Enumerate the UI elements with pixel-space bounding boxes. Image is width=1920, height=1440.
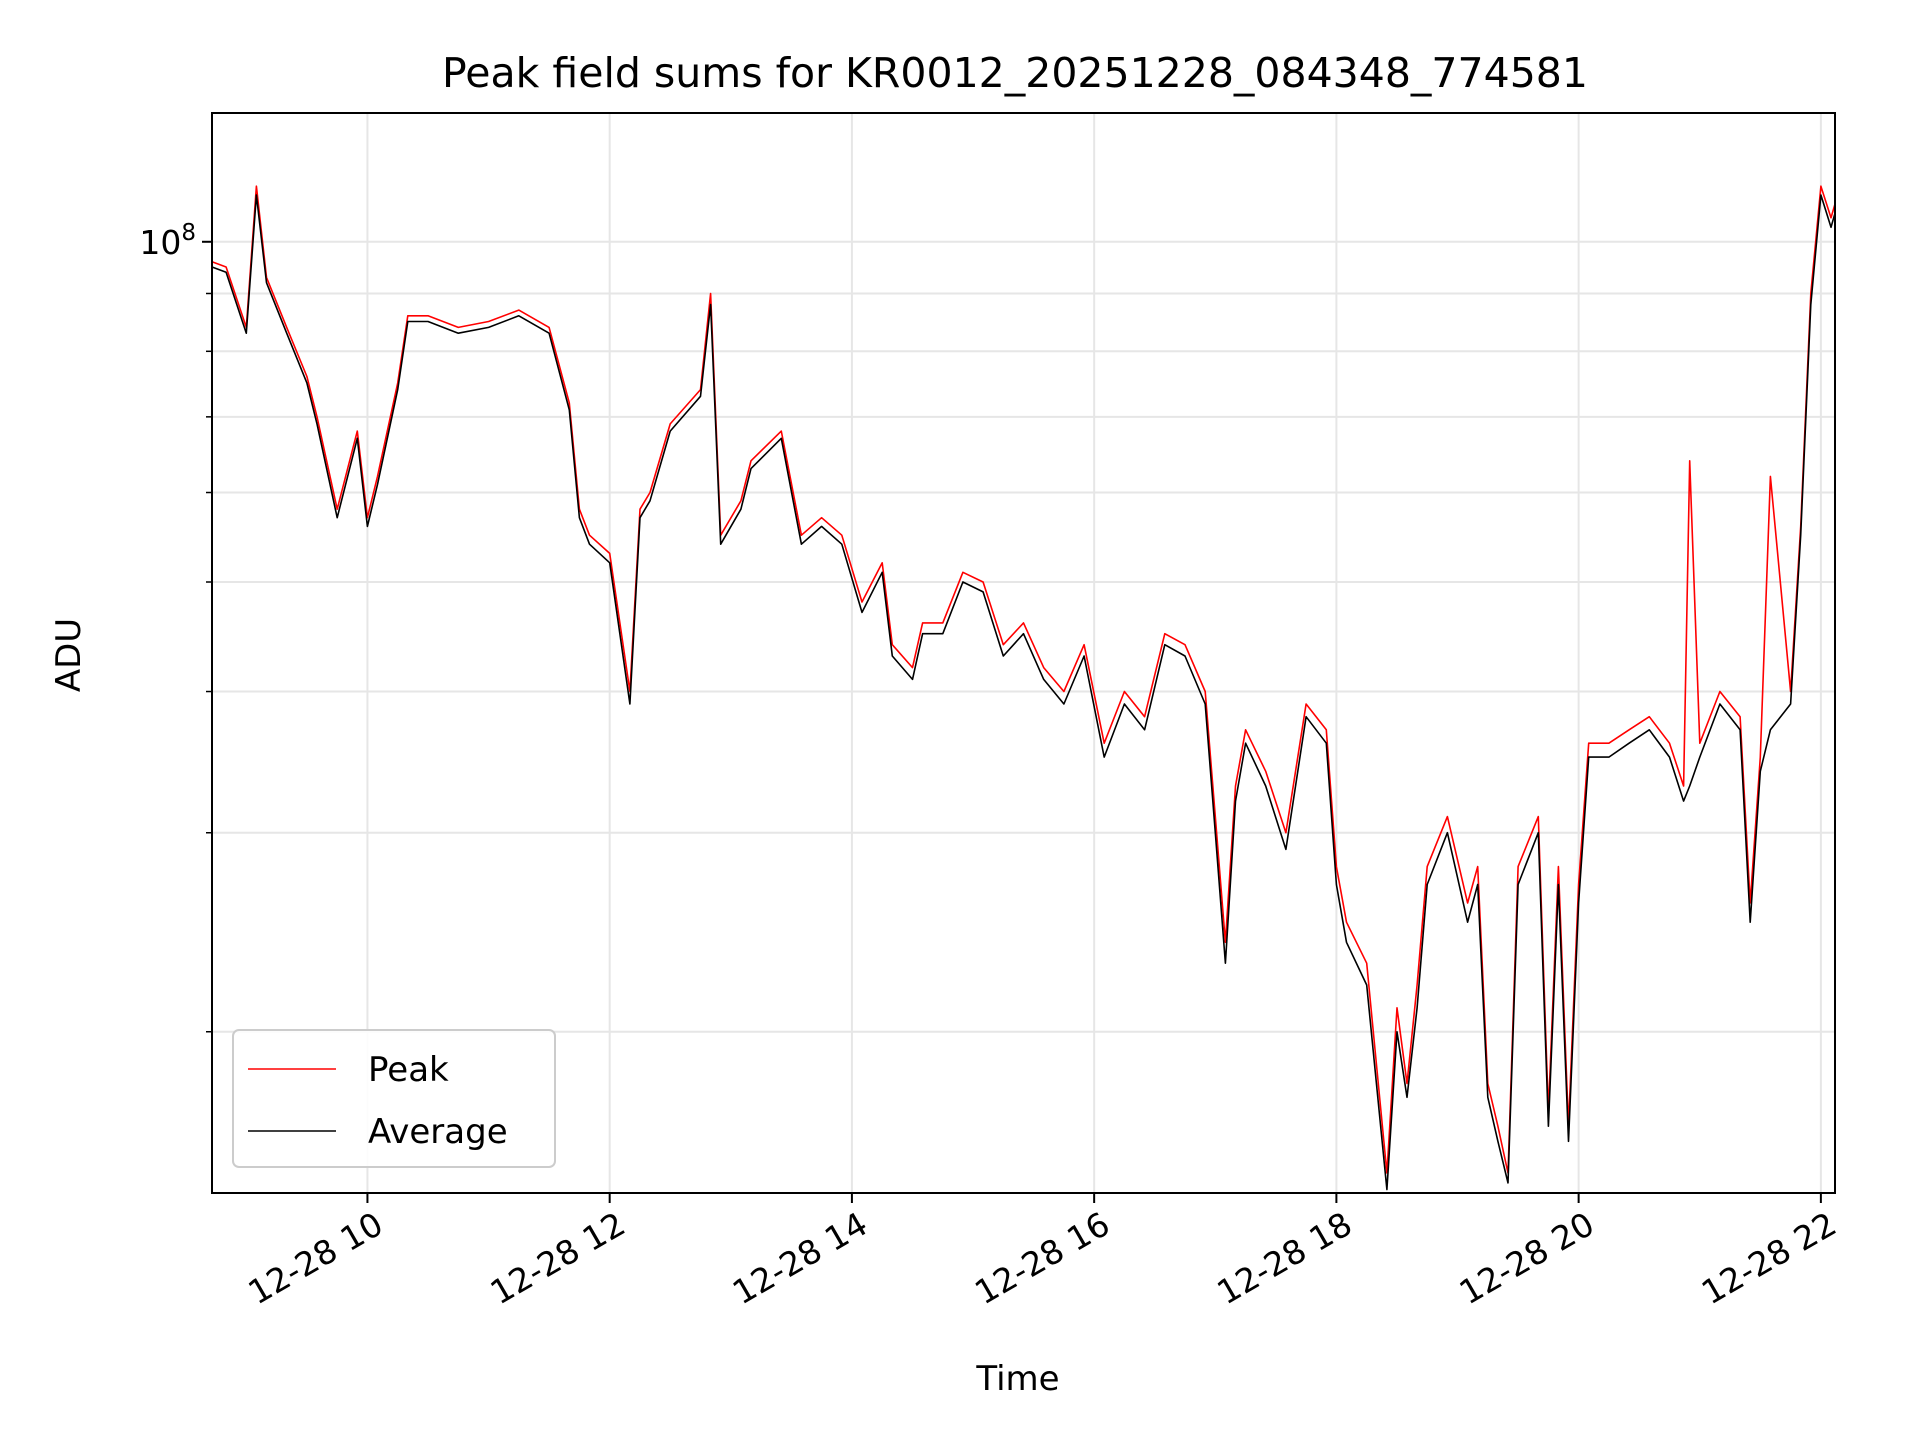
legend-label-peak: Peak [368, 1050, 449, 1090]
y-axis-label: ADU [49, 618, 89, 692]
chart-title: Peak field sums for KR0012_20251228_0843… [442, 49, 1588, 97]
series-line-peak [211, 185, 1836, 1174]
series-line-average [211, 194, 1836, 1191]
x-axis-label: Time [975, 1359, 1059, 1399]
x-tick-label: 12-28 18 [1210, 1204, 1358, 1312]
plot-area-frame [211, 112, 1836, 1194]
y-tick-label: 108 [139, 220, 196, 262]
x-tick-label: 12-28 22 [1695, 1204, 1843, 1312]
x-tick-label: 12-28 12 [484, 1204, 632, 1312]
x-tick-label: 12-28 20 [1453, 1204, 1601, 1312]
grid [212, 113, 1835, 1193]
x-tick-label: 12-28 14 [726, 1204, 874, 1312]
legend-label-average: Average [368, 1112, 508, 1152]
legend: Peak Average [232, 1029, 556, 1168]
legend-box [232, 1029, 556, 1168]
x-tick-label: 12-28 16 [968, 1204, 1116, 1312]
series-layer [211, 185, 1836, 1191]
x-tick-label: 12-28 10 [241, 1204, 389, 1312]
